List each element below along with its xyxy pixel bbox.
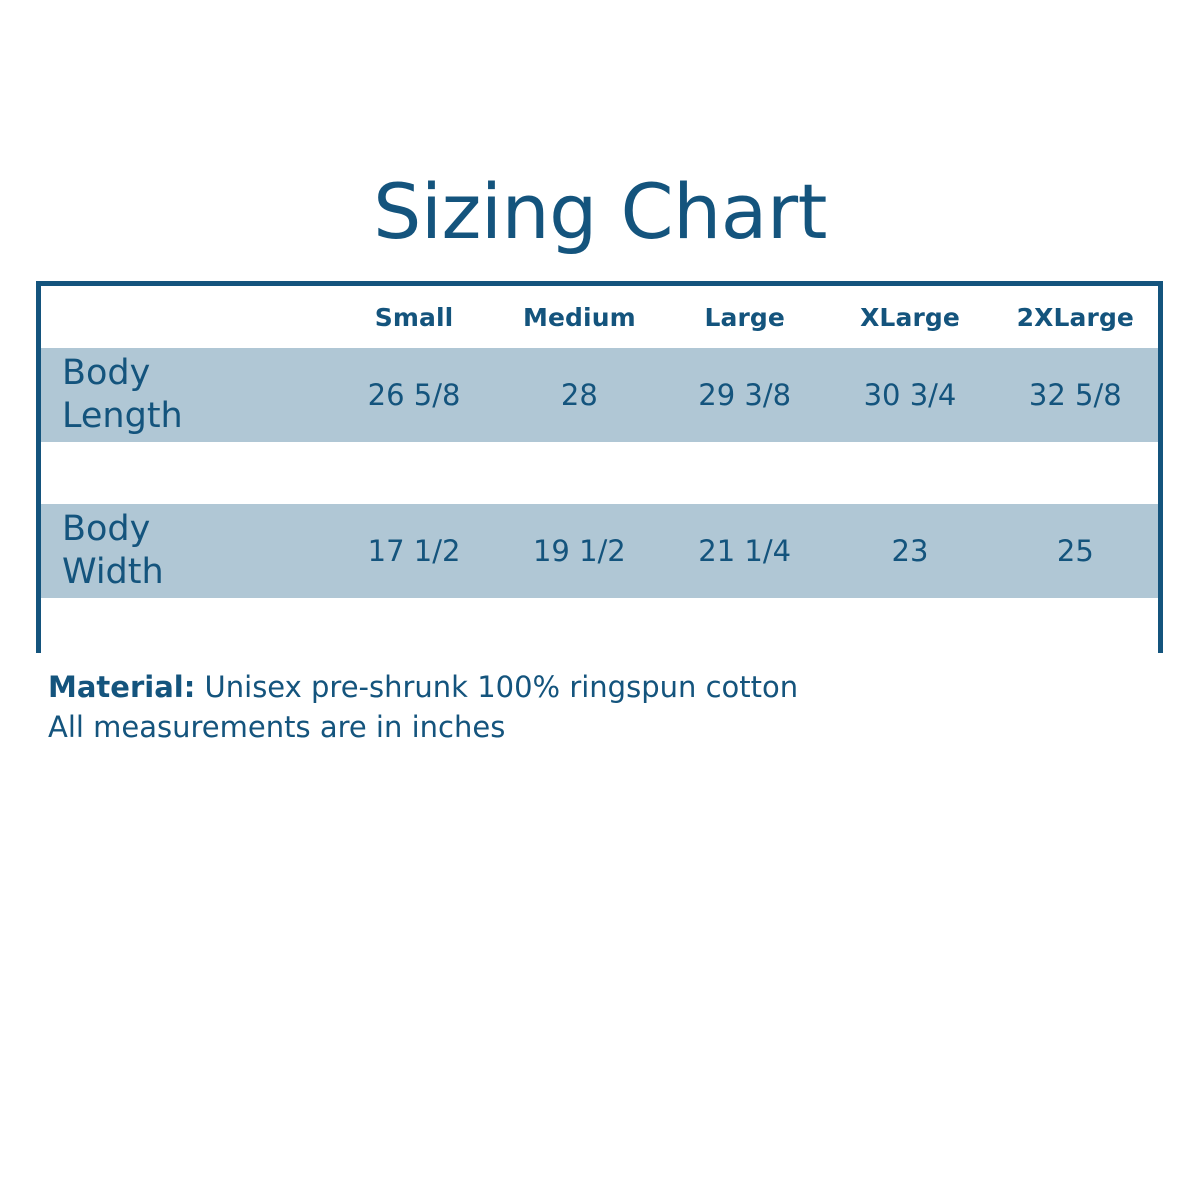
spacer-cell	[496, 598, 663, 656]
spacer-cell	[992, 598, 1158, 656]
cell-body-length-small: 26 5/8	[331, 348, 497, 442]
cell-body-length-medium: 28	[496, 348, 663, 442]
row-label-body-length-line1: Body	[62, 353, 151, 393]
spacer-cell	[496, 442, 663, 504]
row-label-body-width-line2: Width	[62, 552, 164, 592]
table-row-body-width: Body Width 17 1/2 19 1/2 21 1/4 23 25	[41, 504, 1158, 598]
spacer-cell	[827, 442, 993, 504]
sizing-table: Small Medium Large XLarge 2XLarge Body L…	[41, 286, 1158, 656]
measurement-note: All measurements are in inches	[48, 710, 506, 744]
row-label-body-width-line1: Body	[62, 509, 151, 549]
sizing-table-container: Small Medium Large XLarge 2XLarge Body L…	[36, 281, 1163, 656]
column-header-medium: Medium	[496, 286, 663, 348]
material-label: Material:	[48, 670, 196, 704]
material-note: Material: Unisex pre-shrunk 100% ringspu…	[48, 667, 1148, 707]
row-label-body-length: Body Length	[41, 348, 332, 442]
column-header-xlarge: XLarge	[827, 286, 993, 348]
table-row-body-length: Body Length 26 5/8 28 29 3/8 30 3/4 32 5…	[41, 348, 1158, 442]
page-title: Sizing Chart	[373, 167, 827, 256]
cell-body-width-large: 21 1/4	[662, 504, 828, 598]
row-label-body-length-line2: Length	[62, 396, 183, 436]
spacer-cell	[41, 598, 332, 656]
cell-body-length-large: 29 3/8	[662, 348, 828, 442]
cell-body-width-xlarge: 23	[827, 504, 993, 598]
cell-body-length-2xlarge: 32 5/8	[992, 348, 1158, 442]
cell-body-length-xlarge: 30 3/4	[827, 348, 993, 442]
spacer-cell	[662, 442, 828, 504]
table-spacer-row-1	[41, 442, 1158, 504]
column-header-small: Small	[331, 286, 497, 348]
spacer-cell	[331, 442, 497, 504]
table-spacer-row-2	[41, 598, 1158, 656]
spacer-cell	[331, 598, 497, 656]
spacer-cell	[662, 598, 828, 656]
column-header-measurement	[41, 286, 332, 348]
column-header-2xlarge: 2XLarge	[992, 286, 1158, 348]
row-label-body-width: Body Width	[41, 504, 332, 598]
cell-body-width-medium: 19 1/2	[496, 504, 663, 598]
spacer-cell	[41, 442, 332, 504]
table-header-row: Small Medium Large XLarge 2XLarge	[41, 286, 1158, 348]
cell-body-width-small: 17 1/2	[331, 504, 497, 598]
spacer-cell	[992, 442, 1158, 504]
cell-body-width-2xlarge: 25	[992, 504, 1158, 598]
material-value: Unisex pre-shrunk 100% ringspun cotton	[195, 670, 799, 704]
chart-notes: Material: Unisex pre-shrunk 100% ringspu…	[48, 667, 1148, 747]
column-header-large: Large	[662, 286, 828, 348]
spacer-cell	[827, 598, 993, 656]
